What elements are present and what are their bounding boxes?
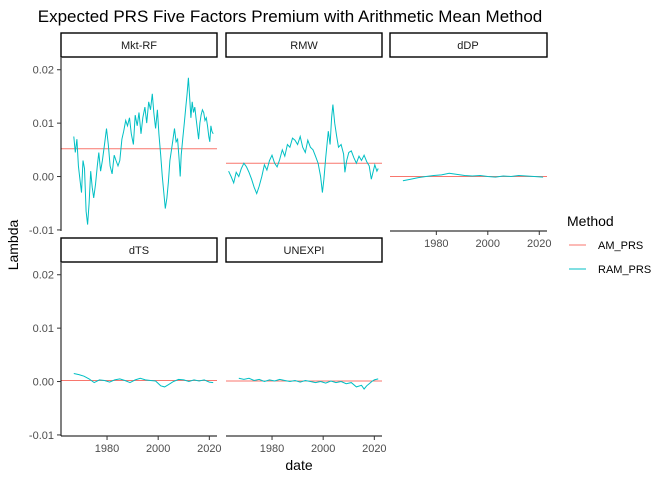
y-tick-label: 0.02 <box>33 270 54 282</box>
x-axis-title: date <box>285 457 312 473</box>
strip-unexpi <box>225 237 383 263</box>
strip-label-mkt-rf: Mkt-RF <box>121 40 157 52</box>
strip-dts <box>60 237 218 263</box>
strip-label-ddp: dDP <box>457 40 478 52</box>
y-tick-label: -0.01 <box>29 430 54 442</box>
axes: -0.01 0.00 0.01 0.02 -0.01 0.00 0.01 0.02 1980 20… <box>29 58 552 455</box>
x-tick-label: 2000 <box>311 443 335 455</box>
strip-label-rmw: RMW <box>290 40 318 52</box>
plot-rmw <box>226 104 382 196</box>
x-tick-label: 1980 <box>95 443 119 455</box>
y-tick-label: 0.00 <box>33 377 54 389</box>
plot-ddp <box>390 172 547 182</box>
x-tick-label: 2020 <box>362 443 386 455</box>
plot-unexpi <box>226 377 382 390</box>
panel-ddp: dDP <box>389 32 548 182</box>
strip-label-dts: dTS <box>129 245 149 257</box>
plot-dts <box>61 373 217 388</box>
strip-label-unexpi: UNEXPI <box>284 245 325 257</box>
ram-prs-line-ddp <box>402 172 544 182</box>
ram-prs-line-unexpi <box>238 377 379 390</box>
y-tick-label: 0.00 <box>33 172 54 184</box>
y-tick-label: 0.01 <box>33 323 54 335</box>
strip-mkt-rf <box>60 32 218 58</box>
legend-label-ram-prs: RAM_PRS <box>598 264 651 276</box>
y-tick-label: -0.01 <box>29 225 54 237</box>
x-tick-label: 1980 <box>260 443 284 455</box>
panel-rmw: RMW <box>225 32 383 196</box>
legend-label-am-prs: AM_PRS <box>598 240 643 252</box>
strip-ddp <box>389 32 548 58</box>
x-tick-label: 2000 <box>146 443 170 455</box>
legend-title: Method <box>567 213 614 229</box>
panel-mkt-rf: Mkt-RF <box>60 32 218 225</box>
plot-mkt-rf <box>61 77 217 225</box>
ram-prs-line-mkt-rf <box>73 77 214 225</box>
ram-prs-line-dts <box>73 373 214 388</box>
x-tick-label: 2020 <box>527 238 551 250</box>
y-tick-label: 0.02 <box>33 65 54 77</box>
y-tick-label: 0.01 <box>33 118 54 130</box>
y-axis-title: Lambda <box>5 219 21 270</box>
x-tick-label: 2000 <box>476 238 500 250</box>
chart-title: Expected PRS Five Factors Premium with A… <box>38 7 543 26</box>
ram-prs-line-rmw <box>228 104 379 196</box>
x-tick-label: 2020 <box>197 443 221 455</box>
panel-unexpi: UNEXPI <box>225 237 383 390</box>
x-tick-label: 1980 <box>424 238 448 250</box>
strip-rmw <box>225 32 383 58</box>
panel-dts: dTS <box>60 237 218 388</box>
legend: Method AM_PRS RAM_PRS <box>567 213 651 276</box>
